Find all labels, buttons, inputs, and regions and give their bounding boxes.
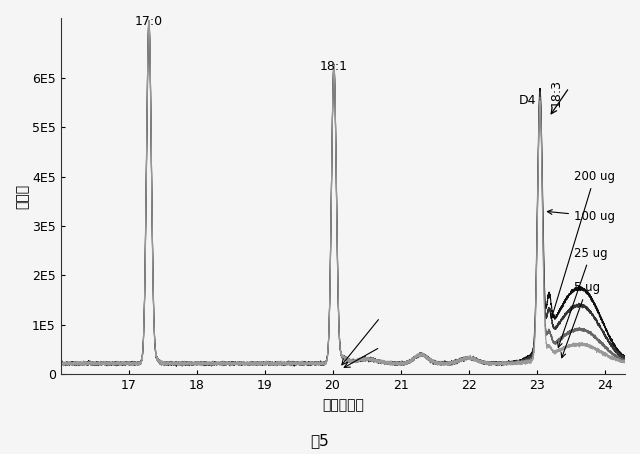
Text: 200 ug: 200 ug — [550, 170, 615, 319]
Text: 17:0: 17:0 — [135, 15, 163, 28]
Text: 100 ug: 100 ug — [547, 210, 615, 222]
Text: 18:3: 18:3 — [550, 79, 563, 107]
Text: 18:1: 18:1 — [320, 59, 348, 73]
Text: 25 ug: 25 ug — [557, 247, 607, 347]
Text: D4: D4 — [519, 94, 536, 107]
Text: 5 ug: 5 ug — [561, 281, 600, 358]
Text: 図5: 図5 — [310, 433, 330, 448]
Y-axis label: 存在量: 存在量 — [15, 184, 29, 209]
X-axis label: 時間（分）: 時間（分） — [322, 398, 364, 412]
